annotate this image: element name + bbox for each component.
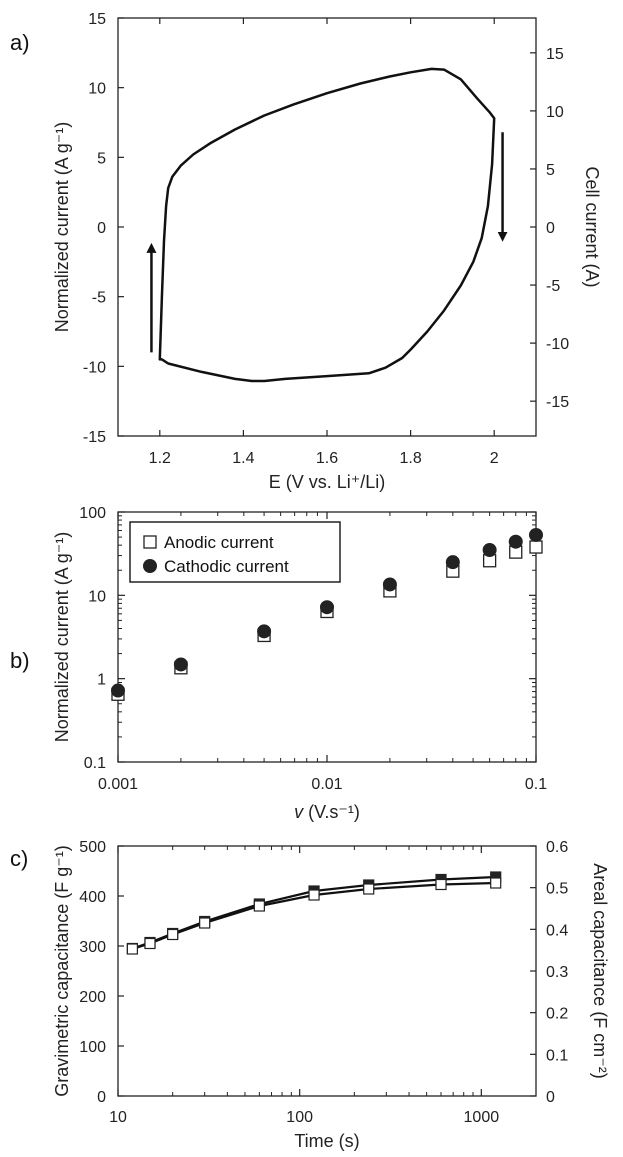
y-tick-label: 0.1 (84, 755, 106, 772)
legend-label-anodic: Anodic current (164, 533, 274, 552)
x-tick-label: 100 (286, 1109, 313, 1126)
x-tick-label: 0.001 (98, 776, 138, 793)
panel-c-y-axis-label: Gravimetric capacitance (F g⁻¹) (52, 845, 72, 1097)
panel-b-x-axis-label: v (V.s⁻¹) (294, 802, 360, 822)
anodic-point (529, 540, 543, 554)
areal-point (199, 917, 211, 929)
y-tick-label: 100 (79, 505, 106, 522)
y2-tick-label: -10 (546, 336, 569, 353)
y-tick-label: 10 (88, 588, 106, 605)
y2-tick-label: 10 (546, 104, 564, 121)
panel-a-y-axis-label: Normalized current (A g⁻¹) (52, 122, 72, 333)
panel-a-label: a) (10, 30, 30, 55)
y2-tick-label: 0.1 (546, 1047, 568, 1064)
legend: Anodic current Cathodic current (129, 521, 341, 583)
panel-b-x-axis-label-units: (V.s⁻¹) (303, 802, 360, 822)
panel-a-frame (117, 17, 537, 437)
areal-point (308, 889, 320, 901)
panel-a-x-axis-label: E (V vs. Li⁺/Li) (269, 472, 386, 492)
areal-point (490, 877, 502, 889)
y-tick-label: 400 (79, 889, 106, 906)
panel-c-x-axis-label: Time (s) (294, 1131, 359, 1151)
areal-point (253, 900, 265, 912)
y2-tick-label: 0.5 (546, 881, 568, 898)
cathodic-point (482, 542, 497, 557)
cathodic-point (173, 657, 188, 672)
cv-curve (158, 67, 496, 383)
cathodic-point (529, 527, 543, 542)
panel-b-ticks: 0.001 0.01 0.1 0.1 1 10 100 (79, 505, 547, 793)
panel-b-label: b) (10, 648, 30, 673)
panel-b-data-points (111, 527, 543, 701)
panel-a-y2-axis-label: Cell current (A) (582, 166, 602, 287)
y-tick-label: 10 (88, 81, 106, 98)
areal-point (167, 928, 179, 941)
cathodic-point (111, 683, 125, 698)
panel-c-y2-axis-label: Areal capacitance (F cm⁻²) (590, 863, 610, 1079)
legend-box (129, 521, 341, 583)
y-tick-label: 500 (79, 839, 106, 856)
y-tick-label: -10 (83, 359, 106, 376)
cathodic-point (320, 600, 334, 615)
y2-tick-label: 0.4 (546, 922, 568, 939)
panel-a-ticks: 1.2 1.4 1.6 1.8 2 -15 -10 -5 0 5 10 15 -15 -10 -5 0 5 10 1… (83, 11, 569, 467)
areal-point (363, 883, 375, 895)
areal-point (126, 943, 138, 955)
panel-c-series (126, 871, 502, 955)
x-tick-label: 0.1 (525, 776, 547, 793)
y-tick-label: 0 (97, 1089, 106, 1106)
y-tick-label: 5 (97, 150, 106, 167)
legend-marker-cathodic (143, 559, 157, 573)
cathodic-point (508, 534, 523, 549)
y2-tick-label: 0.6 (546, 839, 568, 856)
x-tick-label: 1.8 (399, 450, 421, 467)
x-tick-label: 1.4 (232, 450, 254, 467)
panel-c-label: c) (10, 846, 28, 871)
cathodic-point (445, 555, 460, 570)
panel-c: c) 10 100 1000 0 100 200 300 400 500 0 0.1 0.2 0.3 0.… (10, 839, 610, 1151)
y-tick-label: -5 (92, 290, 106, 307)
y2-tick-label: 0 (546, 1089, 555, 1106)
y-tick-label: 0 (97, 220, 106, 237)
x-tick-label: 0.01 (311, 776, 342, 793)
y-tick-label: 15 (88, 11, 106, 28)
y2-tick-label: 15 (546, 46, 564, 63)
y2-tick-label: 0.2 (546, 1006, 568, 1023)
y-tick-label: 100 (79, 1039, 106, 1056)
x-tick-label: 10 (109, 1109, 127, 1126)
panel-b-y-axis-label: Normalized current (A g⁻¹) (52, 532, 72, 743)
y2-tick-label: 0 (546, 220, 555, 237)
x-tick-label: 1.6 (316, 450, 338, 467)
x-tick-label: 1000 (464, 1109, 500, 1126)
y-tick-label: 200 (79, 989, 106, 1006)
x-tick-label: 2 (490, 450, 499, 467)
y2-tick-label: 5 (546, 162, 555, 179)
areal-point (144, 937, 156, 950)
cathodic-point (382, 577, 397, 592)
panel-b-x-axis-label-symbol: v (294, 802, 304, 822)
y-tick-label: 300 (79, 939, 106, 956)
y2-tick-label: -5 (546, 278, 560, 295)
x-tick-label: 1.2 (149, 450, 171, 467)
panel-c-ticks: 10 100 1000 0 100 200 300 400 500 0 0.1 0.2 0.3 0.4 0.… (79, 839, 568, 1126)
areal-point (435, 878, 447, 891)
legend-marker-anodic (143, 535, 157, 549)
panel-a: a) 1.2 1.4 1.6 1.8 2 -15 -10 -5 0 5 10 15 -15 -10 -5 0 5… (10, 11, 602, 492)
y2-tick-label: -15 (546, 394, 569, 411)
y-tick-label: 1 (97, 672, 106, 689)
panel-b: b) 0.001 0.01 0.1 0.1 1 10 100 Anodic current … (10, 505, 547, 822)
y-tick-label: -15 (83, 429, 106, 446)
cathodic-point (257, 624, 272, 639)
y2-tick-label: 0.3 (546, 964, 568, 981)
legend-label-cathodic: Cathodic current (164, 557, 289, 576)
